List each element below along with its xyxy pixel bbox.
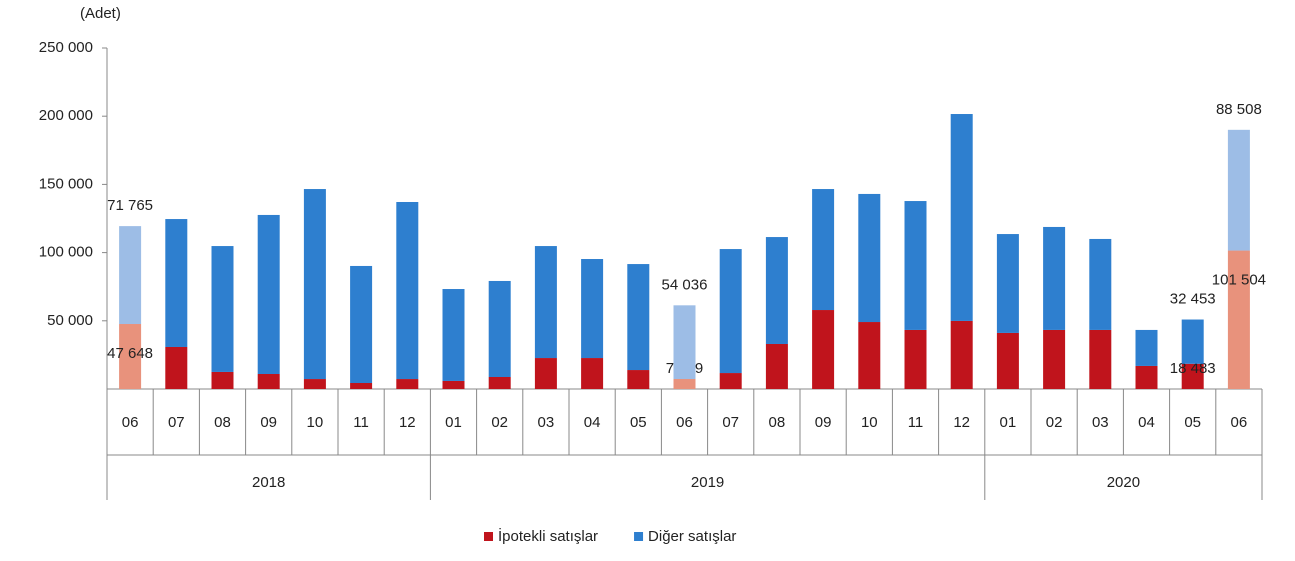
bar-segment bbox=[350, 265, 373, 383]
bar-segment bbox=[1043, 226, 1066, 330]
bar-segment bbox=[812, 189, 835, 311]
x-tick-label: 08 bbox=[769, 414, 786, 431]
data-label: 71 765 bbox=[107, 197, 153, 214]
x-tick-label: 01 bbox=[445, 414, 462, 431]
year-label: 2019 bbox=[691, 474, 724, 491]
bar-segment bbox=[627, 264, 650, 371]
data-label: 47 648 bbox=[107, 345, 153, 362]
y-tick-label: 150 000 bbox=[39, 175, 93, 192]
x-tick-label: 10 bbox=[307, 414, 324, 431]
bar-segment bbox=[442, 289, 465, 381]
bar-segment bbox=[950, 320, 973, 389]
year-label: 2020 bbox=[1107, 474, 1140, 491]
bar-segment bbox=[765, 237, 788, 344]
x-tick-label: 02 bbox=[1046, 414, 1063, 431]
x-tick-label: 11 bbox=[353, 414, 369, 431]
bar-segment bbox=[165, 346, 188, 389]
bar-segment bbox=[673, 379, 696, 389]
x-tick-label: 02 bbox=[491, 414, 508, 431]
bar-segment bbox=[1135, 365, 1158, 389]
x-tick-label: 07 bbox=[722, 414, 739, 431]
x-tick-label: 12 bbox=[953, 414, 970, 431]
bar-segment bbox=[165, 219, 188, 347]
bar-segment bbox=[627, 370, 650, 389]
bar-segment bbox=[904, 201, 927, 330]
bar-segment bbox=[119, 324, 142, 389]
x-tick-label: 06 bbox=[1231, 414, 1248, 431]
bar-segment bbox=[534, 358, 557, 389]
bar-segment bbox=[581, 358, 604, 389]
bar-segment bbox=[812, 310, 835, 389]
bar-segment bbox=[858, 322, 881, 389]
bar-segment bbox=[1181, 319, 1204, 364]
data-label: 101 504 bbox=[1212, 272, 1266, 289]
data-label: 32 453 bbox=[1170, 290, 1216, 307]
x-tick-label: 04 bbox=[584, 414, 601, 431]
bar-segment bbox=[950, 114, 973, 321]
data-label: 18 483 bbox=[1170, 360, 1216, 377]
bar-segment bbox=[765, 343, 788, 389]
bar-segment bbox=[211, 371, 234, 389]
bar-segment bbox=[581, 259, 604, 359]
x-tick-label: 09 bbox=[260, 414, 277, 431]
legend-swatch bbox=[634, 532, 644, 541]
x-tick-label: 08 bbox=[214, 414, 231, 431]
y-tick-label: 250 000 bbox=[39, 39, 93, 56]
bar-segment bbox=[257, 373, 280, 389]
x-tick-label: 07 bbox=[168, 414, 185, 431]
x-tick-label: 04 bbox=[1138, 414, 1155, 431]
x-tick-label: 12 bbox=[399, 414, 416, 431]
x-tick-label: 06 bbox=[122, 414, 139, 431]
data-label: 88 508 bbox=[1216, 101, 1262, 118]
bar-segment bbox=[1227, 250, 1250, 389]
bar-segment bbox=[303, 189, 326, 380]
bar-segment bbox=[442, 380, 465, 389]
bar-segment bbox=[211, 246, 234, 372]
x-tick-label: 03 bbox=[1092, 414, 1109, 431]
bar-segment bbox=[1227, 129, 1250, 251]
bar-segment bbox=[996, 332, 1019, 389]
legend-swatch bbox=[484, 532, 493, 541]
x-tick-label: 01 bbox=[1000, 414, 1017, 431]
bar-segment bbox=[257, 214, 280, 374]
bar-segment bbox=[1181, 363, 1204, 389]
y-tick-label: 50 000 bbox=[47, 312, 93, 329]
x-tick-label: 03 bbox=[538, 414, 555, 431]
x-tick-label: 09 bbox=[815, 414, 832, 431]
bar-segment bbox=[396, 379, 419, 389]
bar-segment bbox=[303, 379, 326, 389]
bar-segment bbox=[534, 246, 557, 359]
x-tick-label: 10 bbox=[861, 414, 878, 431]
bar-segment bbox=[719, 249, 742, 374]
bar-segment bbox=[488, 280, 511, 377]
bar-segment bbox=[673, 305, 696, 380]
x-tick-label: 06 bbox=[676, 414, 693, 431]
bar-segment bbox=[396, 201, 419, 380]
x-tick-label: 05 bbox=[630, 414, 647, 431]
year-label: 2018 bbox=[252, 474, 285, 491]
bar-segment bbox=[488, 376, 511, 389]
bar-segment bbox=[350, 382, 373, 389]
bar-segment bbox=[719, 373, 742, 389]
bar-segment bbox=[119, 226, 142, 325]
x-tick-label: 05 bbox=[1184, 414, 1201, 431]
bar-segment bbox=[858, 193, 881, 323]
bar-segment bbox=[904, 329, 927, 389]
data-label: 54 036 bbox=[662, 276, 708, 293]
legend-label: Diğer satışlar bbox=[648, 528, 736, 545]
bar-segment bbox=[1135, 329, 1158, 366]
bar-segment bbox=[996, 234, 1019, 333]
bar-segment bbox=[1043, 329, 1066, 389]
y-tick-label: 200 000 bbox=[39, 107, 93, 124]
bar-segment bbox=[1089, 238, 1112, 330]
x-tick-label: 11 bbox=[908, 414, 924, 431]
y-tick-label: 100 000 bbox=[39, 244, 93, 261]
bar-segment bbox=[1089, 329, 1112, 389]
y-unit-label: (Adet) bbox=[80, 5, 121, 22]
legend-label: İpotekli satışlar bbox=[498, 527, 598, 545]
